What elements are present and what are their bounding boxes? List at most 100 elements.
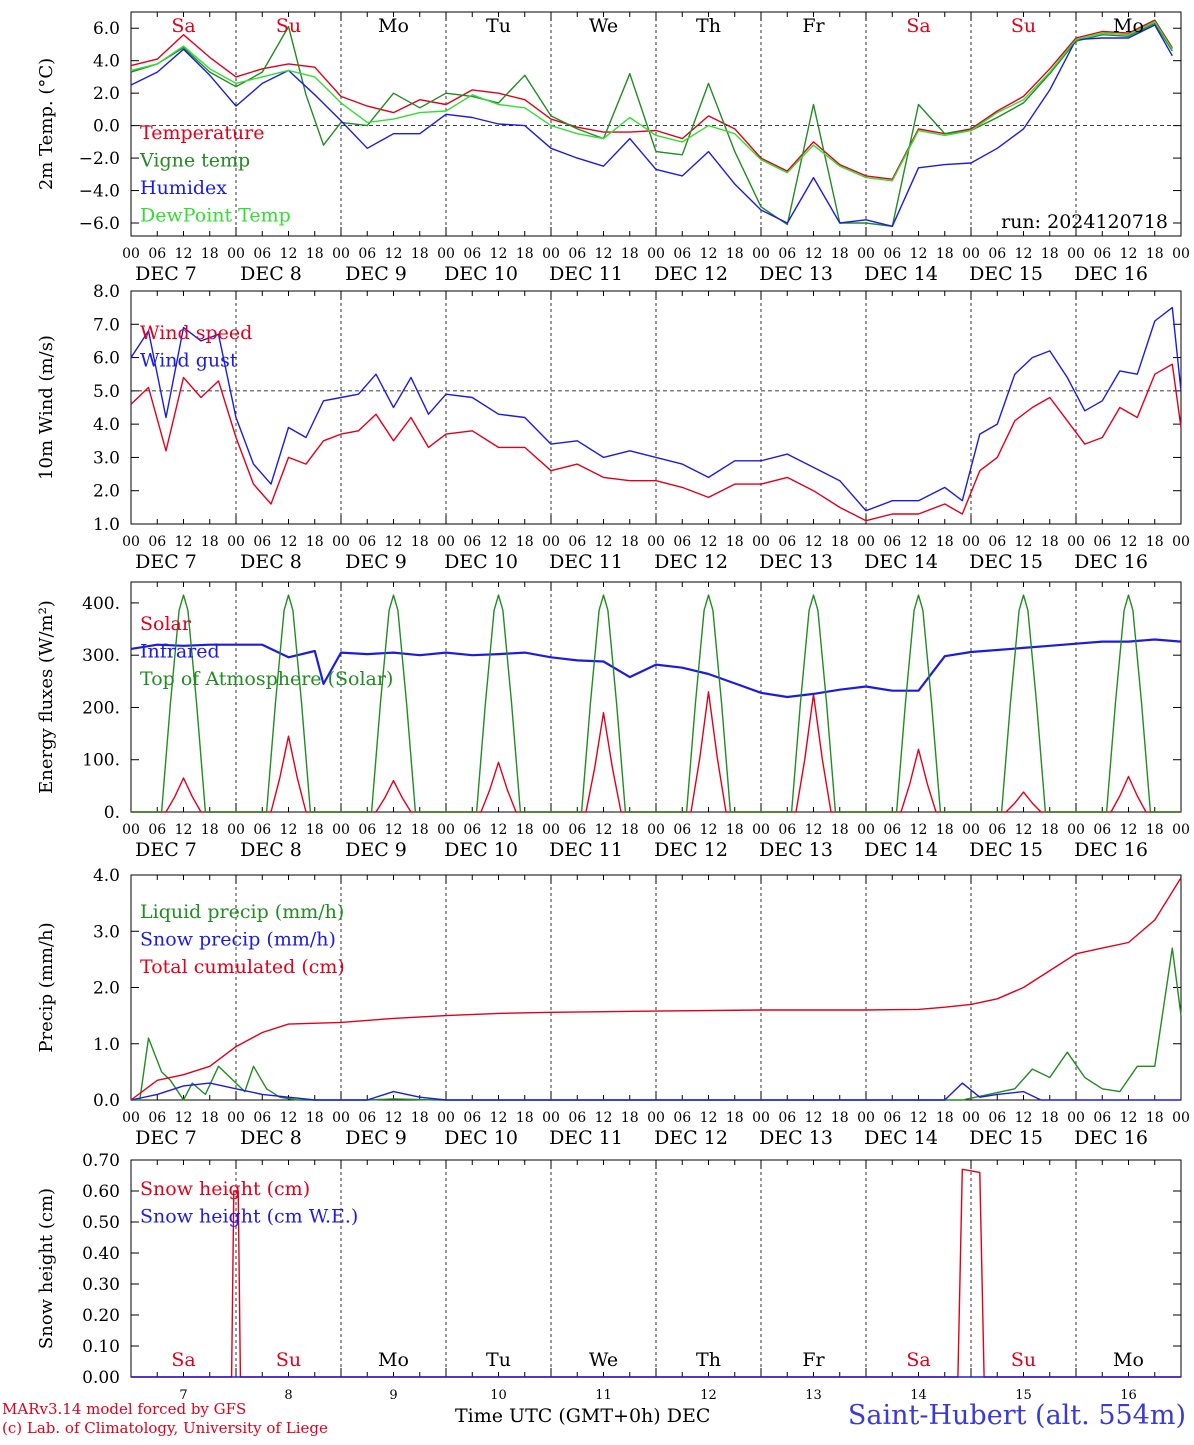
panel-5: 0.70 0.60 0.50 0.40 0.30 0.20 0.10 0.00 Snow hei…: [36, 1151, 1182, 1403]
date-label: DEC 14: [864, 263, 938, 285]
y-tick-label: 0.0: [93, 1091, 120, 1111]
hour-label: 00: [752, 1110, 770, 1126]
hour-label: 06: [673, 534, 691, 550]
y-tick-label: 300.: [82, 646, 120, 666]
panel-4: 4.0 3.0 2.0 1.0 0.0 Precip (mm/h) Liquid preci…: [36, 866, 1190, 1149]
y-tick-label: 6.0: [93, 19, 120, 39]
hour-label: 18: [306, 246, 324, 262]
hour-label: 06: [568, 246, 586, 262]
hour-label: 06: [148, 246, 166, 262]
day-abbr: Fr: [802, 1349, 825, 1371]
day-number: 7: [179, 1388, 187, 1403]
hour-label: 00: [437, 246, 455, 262]
y-tick-label: 2.0: [93, 84, 120, 104]
hour-label: 18: [516, 534, 534, 550]
hour-label: 06: [463, 822, 481, 838]
day-abbr: Mo: [1113, 1349, 1144, 1371]
hour-label: 12: [280, 534, 298, 550]
hour-label: 12: [1015, 1110, 1033, 1126]
hour-label: 12: [385, 1110, 403, 1126]
hour-label: 12: [385, 822, 403, 838]
hour-label: 00: [542, 534, 560, 550]
day-abbr: Su: [1011, 15, 1036, 37]
date-label: DEC 7: [135, 1127, 197, 1149]
date-label: DEC 12: [654, 839, 728, 861]
day-number: 11: [595, 1388, 612, 1403]
hour-label: 18: [726, 534, 744, 550]
hour-label: 06: [358, 822, 376, 838]
date-label: DEC 16: [1074, 551, 1148, 573]
hour-label: 00: [647, 534, 665, 550]
date-label: DEC 9: [345, 839, 407, 861]
hour-label: 18: [411, 822, 429, 838]
hour-label: 12: [1120, 246, 1138, 262]
day-abbr: Th: [696, 15, 721, 37]
hour-label: 00: [1172, 822, 1190, 838]
y-tick-label: 2.0: [93, 979, 120, 999]
hour-label: 18: [306, 534, 324, 550]
hour-label: 00: [1067, 246, 1085, 262]
y-tick-label: 6.0: [93, 349, 120, 369]
day-abbr: We: [589, 1349, 618, 1371]
hour-label: 06: [568, 1110, 586, 1126]
hour-label: 00: [1067, 1110, 1085, 1126]
hour-label: 18: [411, 534, 429, 550]
series-line-top-of-atmosphere-solar-: [131, 594, 1181, 813]
hour-label: 18: [621, 822, 639, 838]
series-line-vigne-temp: [130, 22, 1173, 227]
y-tick-label: 3.0: [93, 922, 120, 942]
legend-entry: Snow height (cm W.E.): [140, 1206, 358, 1228]
hour-label: 12: [595, 1110, 613, 1126]
hour-label: 18: [411, 246, 429, 262]
date-label: DEC 11: [549, 839, 623, 861]
hour-label: 12: [490, 246, 508, 262]
hour-label: 12: [595, 246, 613, 262]
day-abbr: Tu: [486, 1349, 511, 1371]
legend-entry: Vigne temp: [139, 150, 250, 172]
hour-label: 06: [778, 246, 796, 262]
date-label: DEC 15: [969, 839, 1043, 861]
date-label: DEC 7: [135, 263, 197, 285]
y-tick-label: −4.0: [79, 182, 120, 202]
hour-label: 18: [831, 534, 849, 550]
hour-label: 06: [253, 246, 271, 262]
hour-label: 12: [175, 534, 193, 550]
hour-label: 12: [805, 534, 823, 550]
date-label: DEC 15: [969, 551, 1043, 573]
x-axis-title: Time UTC (GMT+0h) DEC: [455, 1405, 711, 1427]
y-tick-label: 8.0: [93, 282, 120, 302]
hour-label: 18: [831, 1110, 849, 1126]
y-tick-label: 0.60: [82, 1182, 120, 1202]
hour-label: 12: [490, 822, 508, 838]
hour-label: 18: [201, 534, 219, 550]
hour-label: 18: [726, 822, 744, 838]
y-tick-label: 2.0: [93, 482, 120, 502]
hour-label: 06: [253, 822, 271, 838]
date-label: DEC 7: [135, 839, 197, 861]
hour-label: 00: [1067, 534, 1085, 550]
hour-label: 12: [175, 246, 193, 262]
hour-label: 18: [621, 246, 639, 262]
legend-entry: Temperature: [140, 122, 264, 144]
hour-label: 18: [201, 822, 219, 838]
date-label: DEC 10: [444, 551, 518, 573]
panel-2: 8.0 7.0 6.0 5.0 4.0 3.0 2.0 1.0 10m Wind (m/s) Wi…: [36, 282, 1190, 573]
hour-label: 12: [910, 822, 928, 838]
hour-label: 06: [1093, 246, 1111, 262]
y-tick-label: −6.0: [79, 214, 120, 234]
day-number: 16: [1120, 1388, 1137, 1403]
hour-label: 12: [1120, 822, 1138, 838]
hour-label: 12: [280, 1110, 298, 1126]
hour-label: 00: [227, 1110, 245, 1126]
hour-label: 00: [122, 1110, 140, 1126]
hour-label: 06: [883, 822, 901, 838]
hour-label: 06: [568, 534, 586, 550]
day-abbr: Su: [276, 1349, 301, 1371]
hour-label: 06: [358, 534, 376, 550]
date-label: DEC 13: [759, 1127, 833, 1149]
hour-label: 06: [673, 822, 691, 838]
lab-credit: (c) Lab. of Climatology, University of L…: [2, 1419, 328, 1437]
y-tick-label: 0.50: [82, 1213, 120, 1233]
date-label: DEC 13: [759, 263, 833, 285]
hour-label: 06: [148, 822, 166, 838]
